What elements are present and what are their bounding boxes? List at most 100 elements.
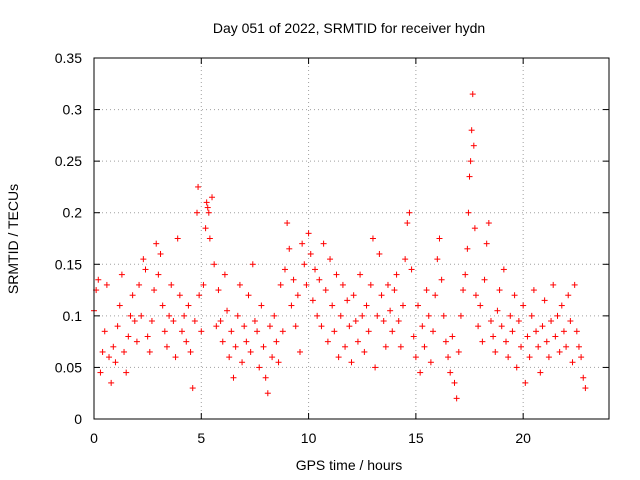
x-tick-label: 15 <box>408 430 424 446</box>
data-point <box>427 359 434 366</box>
data-point <box>232 343 239 350</box>
data-point <box>348 359 355 366</box>
data-point <box>95 276 102 283</box>
data-point <box>522 379 529 386</box>
data-point <box>136 281 143 288</box>
data-point <box>211 261 218 268</box>
data-point <box>116 302 123 309</box>
data-point <box>509 328 516 335</box>
data-point <box>121 348 128 355</box>
data-point <box>275 359 282 366</box>
data-point <box>221 271 228 278</box>
data-point <box>395 318 402 325</box>
data-point <box>290 276 297 283</box>
data-point <box>342 343 349 350</box>
data-point <box>195 183 202 190</box>
data-point <box>477 302 484 309</box>
data-point <box>103 281 110 288</box>
data-point <box>286 245 293 252</box>
data-point <box>284 220 291 227</box>
data-point <box>511 292 518 299</box>
data-point <box>279 328 286 335</box>
data-point <box>447 369 454 376</box>
data-point <box>314 312 321 319</box>
data-point <box>415 302 422 309</box>
data-point <box>258 302 265 309</box>
data-point <box>367 281 374 288</box>
data-point <box>552 333 559 340</box>
data-point <box>359 312 366 319</box>
data-point <box>138 312 145 319</box>
x-tick-label: 0 <box>90 430 98 446</box>
data-point <box>492 348 499 355</box>
data-point <box>410 333 417 340</box>
data-point <box>487 318 494 325</box>
data-point <box>260 343 267 350</box>
data-point <box>106 354 113 361</box>
data-point <box>271 312 278 319</box>
data-point <box>469 91 476 98</box>
data-point <box>170 318 177 325</box>
data-point <box>239 359 246 366</box>
data-point <box>515 318 522 325</box>
data-point <box>425 312 432 319</box>
data-point <box>99 348 106 355</box>
data-point <box>563 343 570 350</box>
data-point <box>449 333 456 340</box>
data-point <box>243 338 250 345</box>
data-point <box>324 338 331 345</box>
y-axis-label: SRMTID / TECUs <box>5 184 21 294</box>
data-point <box>144 333 151 340</box>
data-point <box>333 271 340 278</box>
data-point <box>181 312 188 319</box>
data-point <box>391 287 398 294</box>
data-point <box>266 323 273 330</box>
data-point <box>301 261 308 268</box>
data-point <box>408 266 415 273</box>
chart-title: Day 051 of 2022, SRMTID for receiver hyd… <box>213 20 485 36</box>
data-point <box>101 328 108 335</box>
data-point <box>479 338 486 345</box>
data-point <box>299 240 306 247</box>
data-point <box>183 338 190 345</box>
data-point <box>468 127 475 134</box>
data-point <box>578 354 585 361</box>
data-point <box>97 369 104 376</box>
data-point <box>215 287 222 294</box>
data-point <box>412 354 419 361</box>
data-points <box>91 91 589 402</box>
y-tick-label: 0.1 <box>63 308 83 324</box>
data-point <box>481 276 488 283</box>
data-point <box>455 348 462 355</box>
data-point <box>178 328 185 335</box>
data-point <box>316 276 323 283</box>
data-point <box>350 292 357 299</box>
data-point <box>140 256 147 263</box>
data-point <box>331 328 338 335</box>
data-point <box>217 318 224 325</box>
data-point <box>185 302 192 309</box>
data-point <box>393 271 400 278</box>
data-point <box>505 354 512 361</box>
data-point <box>575 343 582 350</box>
data-point <box>513 364 520 371</box>
data-point <box>196 292 203 299</box>
data-point <box>151 287 158 294</box>
data-point <box>335 354 342 361</box>
data-point <box>346 323 353 330</box>
data-point <box>264 390 271 397</box>
data-point <box>545 354 552 361</box>
data-point <box>254 328 261 335</box>
data-point <box>153 240 160 247</box>
data-point <box>402 256 409 263</box>
data-point <box>118 271 125 278</box>
data-point <box>245 292 252 299</box>
data-point <box>213 323 220 330</box>
data-point <box>389 328 396 335</box>
data-point <box>569 359 576 366</box>
y-tick-label: 0.25 <box>55 153 82 169</box>
x-axis-label: GPS time / hours <box>296 457 403 473</box>
data-point <box>256 364 263 371</box>
data-point <box>421 343 428 350</box>
